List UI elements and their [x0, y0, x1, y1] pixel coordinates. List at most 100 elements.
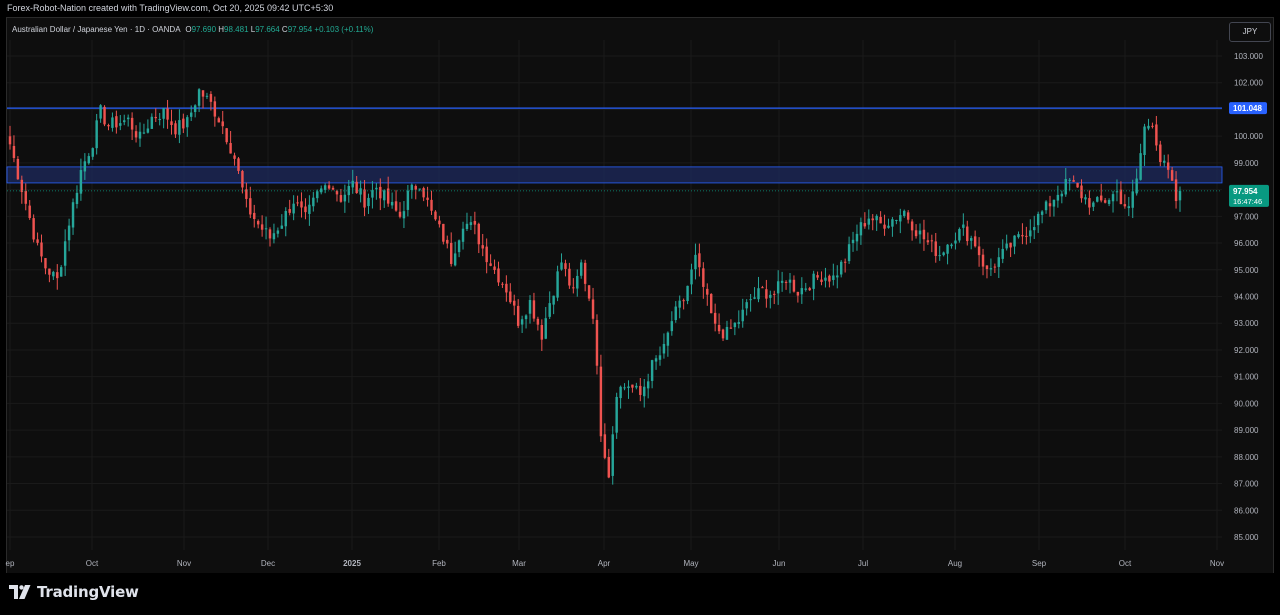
candle-body [946, 244, 949, 254]
grid [7, 40, 1222, 550]
currency-button[interactable]: JPY [1229, 22, 1271, 42]
candle-body [666, 332, 670, 346]
candle-body [48, 268, 51, 275]
candle-body [639, 385, 642, 395]
candle-body [63, 241, 67, 266]
line-price-tag-label: 101.048 [1233, 104, 1262, 113]
candle-body [1166, 162, 1170, 170]
candle-body [855, 233, 859, 242]
countdown-label: 16:47:46 [1233, 197, 1262, 206]
candle-body [587, 285, 591, 299]
candle-body [966, 226, 969, 242]
symbol-title[interactable]: Australian Dollar / Japanese Yen · 1D · … [12, 25, 181, 34]
candle-body [1025, 235, 1028, 237]
last-price-tag [1229, 184, 1269, 207]
candle-body [615, 396, 618, 433]
price-axis[interactable]: 103.000102.000101.000100.00099.00098.000… [1234, 52, 1263, 542]
candle-body [670, 321, 674, 332]
candle-body [863, 223, 867, 227]
candle-body [1021, 235, 1024, 237]
candle-body [969, 238, 973, 241]
candle-body [832, 275, 835, 280]
candle-body [1036, 213, 1040, 226]
tradingview-logo-icon [9, 585, 31, 599]
candle-body [650, 360, 654, 381]
candle-body [469, 222, 473, 226]
candle-body [418, 188, 421, 190]
candle-body [635, 385, 638, 388]
candle-body [843, 261, 847, 263]
candle-body [339, 195, 343, 202]
chart-panel[interactable] [6, 17, 1274, 574]
candle-body [694, 254, 697, 270]
candle-body [123, 120, 126, 123]
candle-body [99, 105, 102, 119]
candle-body [780, 280, 784, 283]
candle-body [319, 188, 323, 193]
candle-body [706, 288, 709, 295]
candle-body [67, 225, 71, 241]
candle-body [1135, 178, 1138, 194]
candle-body [95, 120, 98, 149]
candle-body [922, 229, 926, 240]
candle-body [603, 434, 607, 458]
candle-body [158, 118, 161, 121]
price-tick-label: 90.000 [1234, 399, 1259, 408]
candle-body [1139, 153, 1142, 180]
candle-body [548, 303, 551, 317]
candle-body [776, 281, 780, 294]
candle-body [260, 224, 264, 230]
candle-body [481, 245, 484, 249]
candle-body [572, 287, 575, 289]
candle-body [1131, 191, 1134, 208]
candle-body [859, 222, 863, 236]
candle-body [189, 112, 193, 117]
price-tick-label: 89.000 [1234, 426, 1259, 435]
candle-body [213, 101, 217, 117]
candle-body [934, 241, 937, 256]
time-tick-label: Sep [1032, 559, 1047, 568]
candle-body [1080, 185, 1083, 199]
candle-body [828, 275, 831, 282]
candle-body [83, 161, 87, 172]
price-tick-label: 92.000 [1234, 346, 1259, 355]
created-caption: Forex-Robot-Nation created with TradingV… [7, 3, 334, 13]
footer-bar [0, 573, 1280, 615]
candle-body [166, 108, 169, 120]
brand[interactable]: TradingView [9, 583, 139, 601]
time-axis[interactable]: ep Oct Nov Dec 2025 Feb Mar Apr May Jun Jul Aug Sep O… [6, 559, 1225, 568]
candle-body [784, 281, 788, 283]
candle-body [32, 218, 35, 240]
candle-body [398, 211, 402, 217]
candle-body [197, 89, 201, 106]
candle-body [233, 155, 236, 159]
candle-body [438, 220, 441, 225]
candle-body [631, 384, 634, 388]
candle-body [958, 229, 961, 241]
candle-body [119, 123, 122, 126]
price-tick-label: 103.000 [1234, 52, 1263, 61]
candle-body [568, 268, 571, 286]
candle-body [146, 128, 150, 133]
candle-body [288, 209, 291, 213]
candle-body [20, 179, 24, 193]
price-tick-label: 91.000 [1234, 373, 1259, 382]
candle-body [343, 194, 347, 202]
symbol-legend: Australian Dollar / Japanese Yen · 1D · … [12, 25, 373, 34]
candle-body [812, 273, 815, 289]
candle-body [792, 279, 796, 292]
candle-body [126, 117, 130, 120]
candle-body [1017, 234, 1020, 238]
candle-body [170, 121, 173, 126]
candle-body [1123, 204, 1127, 207]
candle-body [1155, 124, 1158, 146]
candle-body [201, 90, 205, 97]
candle-body [1084, 197, 1087, 200]
candle-body [950, 244, 953, 247]
candle-body [335, 190, 339, 195]
candle-body [599, 366, 603, 437]
candle-body [733, 322, 737, 328]
low-label: L [250, 25, 256, 34]
close-value: 97.954 [287, 25, 313, 34]
